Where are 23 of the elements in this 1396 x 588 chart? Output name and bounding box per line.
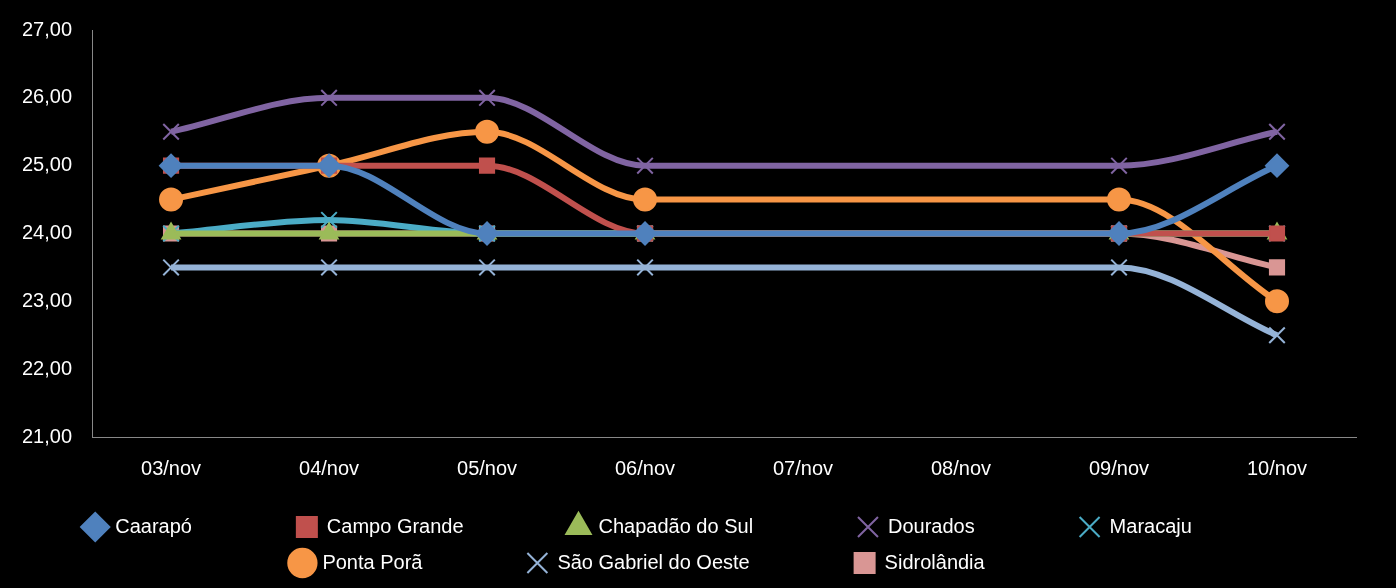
y-tick-label: 22,00 bbox=[21, 356, 73, 379]
y-tick-label: 27,00 bbox=[21, 17, 73, 40]
legend-label: Campo Grande bbox=[326, 514, 553, 537]
y-tick-label: 26,00 bbox=[21, 85, 73, 108]
y-tick-label: 23,00 bbox=[21, 288, 73, 311]
x-tick-label: 09/nov bbox=[1088, 456, 1150, 479]
legend-label: Chapadão do Sul bbox=[598, 514, 842, 537]
legend-label: Sidrolândia bbox=[884, 550, 1074, 573]
y-tick-label: 25,00 bbox=[21, 153, 73, 176]
y-tick-label: 24,00 bbox=[21, 221, 73, 244]
x-tick-label: 04/nov bbox=[299, 456, 360, 479]
x-tick-label: 10/nov bbox=[1246, 456, 1308, 479]
legend-label: Ponta Porã bbox=[322, 550, 512, 573]
x-tick-label: 03/nov bbox=[141, 456, 202, 479]
x-tick-label: 05/nov bbox=[457, 456, 518, 479]
x-tick-label: 07/nov bbox=[772, 456, 834, 479]
legend-label: São Gabriel do Oeste bbox=[557, 550, 839, 573]
legend-label: Caarapó bbox=[115, 514, 281, 537]
x-tick-label: 06/nov bbox=[615, 456, 676, 479]
y-tick-label: 21,00 bbox=[21, 424, 73, 447]
legend-label: Maracaju bbox=[1109, 514, 1281, 537]
legend-label: Dourados bbox=[887, 514, 1064, 537]
x-tick-label: 08/nov bbox=[930, 456, 992, 479]
